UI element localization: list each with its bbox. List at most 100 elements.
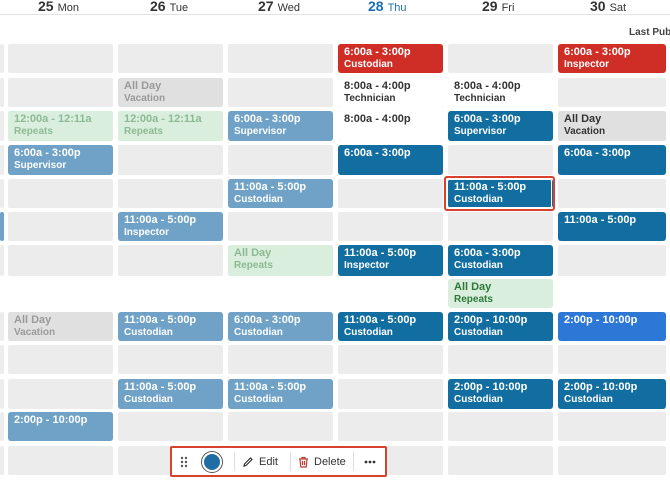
shift-card[interactable]: All Day Vacation bbox=[8, 312, 113, 341]
selected-shift-card[interactable]: 11:00a - 5:00p Custodian bbox=[448, 179, 553, 208]
empty-slot[interactable] bbox=[228, 412, 333, 441]
shift-card[interactable]: All Day Repeats bbox=[448, 279, 553, 308]
shift-card[interactable]: 11:00a - 5:00p Custodian bbox=[228, 179, 333, 208]
shift-card[interactable]: 2:00p - 10:00p Custodian bbox=[558, 379, 666, 409]
day-weekday: Fri bbox=[501, 2, 515, 14]
shift-card[interactable]: 11:00a - 5:00p Custodian bbox=[228, 379, 333, 409]
shift-card[interactable]: 11:00a - 5:00p Custodian bbox=[118, 379, 223, 409]
drag-handle-icon[interactable] bbox=[180, 448, 190, 475]
delete-button[interactable]: Delete bbox=[298, 448, 346, 475]
last-published-label: Last Publ bbox=[629, 27, 670, 38]
empty-slot[interactable] bbox=[228, 145, 333, 175]
empty-slot[interactable] bbox=[338, 212, 443, 241]
shift-card[interactable]: All Day Vacation bbox=[558, 111, 666, 141]
empty-slot[interactable] bbox=[118, 345, 223, 374]
shift-card[interactable]: All Day Repeats bbox=[228, 245, 333, 276]
empty-slot[interactable] bbox=[448, 145, 553, 175]
empty-slot[interactable] bbox=[0, 379, 4, 409]
shift-card[interactable]: 2:00p - 10:00p Custodian bbox=[448, 379, 553, 409]
empty-slot[interactable] bbox=[448, 412, 553, 441]
day-header-sat[interactable]: 30 Sat bbox=[590, 0, 626, 14]
empty-slot[interactable] bbox=[0, 412, 4, 441]
shift-card[interactable]: 8:00a - 4:00p bbox=[338, 111, 443, 141]
shift-card[interactable]: 6:00a - 3:00p bbox=[558, 145, 666, 175]
empty-slot[interactable] bbox=[558, 446, 666, 475]
shift-card[interactable]: 2:00p - 10:00p Custodian bbox=[448, 312, 553, 341]
empty-slot[interactable] bbox=[0, 78, 4, 107]
empty-slot[interactable] bbox=[228, 345, 333, 374]
shift-card[interactable]: 11:00a - 5:00p Inspector bbox=[338, 245, 443, 276]
empty-slot[interactable] bbox=[118, 145, 223, 175]
empty-slot[interactable] bbox=[0, 345, 4, 374]
shift-card[interactable]: 12:00a - 12:11a Repeats bbox=[8, 111, 113, 141]
empty-slot[interactable] bbox=[8, 179, 113, 208]
shift-card[interactable]: 6:00a - 3:00p bbox=[338, 145, 443, 175]
empty-slot[interactable] bbox=[0, 44, 4, 73]
empty-slot[interactable] bbox=[448, 446, 553, 475]
empty-slot[interactable] bbox=[118, 44, 223, 73]
empty-slot[interactable] bbox=[338, 379, 443, 409]
more-options-icon[interactable] bbox=[364, 448, 376, 475]
empty-slot[interactable] bbox=[338, 345, 443, 374]
empty-slot[interactable] bbox=[338, 179, 443, 208]
empty-slot[interactable] bbox=[8, 212, 113, 241]
shift-card[interactable]: 2:00p - 10:00p bbox=[558, 312, 666, 341]
empty-slot[interactable] bbox=[338, 412, 443, 441]
empty-slot[interactable] bbox=[448, 44, 553, 73]
day-weekday: Thu bbox=[387, 2, 407, 14]
day-header-fri[interactable]: 29 Fri bbox=[482, 0, 515, 14]
shift-time: 2:00p - 10:00p bbox=[14, 414, 88, 426]
empty-slot[interactable] bbox=[8, 345, 113, 374]
day-header-wed[interactable]: 27 Wed bbox=[258, 0, 300, 14]
empty-slot[interactable] bbox=[558, 412, 666, 441]
shift-card[interactable] bbox=[0, 212, 4, 241]
empty-slot[interactable] bbox=[558, 179, 666, 208]
empty-slot[interactable] bbox=[8, 379, 113, 409]
edit-button[interactable]: Edit bbox=[242, 448, 278, 475]
empty-slot[interactable] bbox=[0, 145, 4, 175]
shift-time: 11:00a - 5:00p bbox=[234, 381, 307, 393]
empty-slot[interactable] bbox=[448, 345, 553, 374]
shift-card[interactable]: 11:00a - 5:00p bbox=[558, 212, 666, 241]
shift-card[interactable]: 11:00a - 5:00p Custodian bbox=[118, 312, 223, 341]
empty-slot[interactable] bbox=[0, 111, 4, 141]
shift-color-picker-button[interactable] bbox=[202, 448, 224, 475]
shift-card[interactable]: 11:00a - 5:00p Inspector bbox=[118, 212, 223, 241]
empty-slot[interactable] bbox=[8, 245, 113, 276]
empty-slot[interactable] bbox=[0, 446, 4, 475]
shift-card[interactable]: 8:00a - 4:00p Technician bbox=[448, 78, 553, 107]
shift-card[interactable]: 6:00a - 3:00p Inspector bbox=[558, 44, 666, 73]
shift-card[interactable]: 6:00a - 3:00p Custodian bbox=[228, 312, 333, 341]
empty-slot[interactable] bbox=[8, 44, 113, 73]
shift-card[interactable]: 6:00a - 3:00p Supervisor bbox=[228, 111, 333, 141]
empty-slot[interactable] bbox=[118, 412, 223, 441]
empty-slot[interactable] bbox=[558, 345, 666, 374]
shift-card[interactable]: 2:00p - 10:00p bbox=[8, 412, 113, 441]
empty-slot[interactable] bbox=[8, 78, 113, 107]
day-header-tue[interactable]: 26 Tue bbox=[150, 0, 188, 14]
shift-card[interactable]: 11:00a - 5:00p Custodian bbox=[338, 312, 443, 341]
empty-slot[interactable] bbox=[118, 179, 223, 208]
empty-slot[interactable] bbox=[228, 78, 333, 107]
empty-slot[interactable] bbox=[0, 312, 4, 341]
empty-slot[interactable] bbox=[448, 212, 553, 241]
empty-slot[interactable] bbox=[228, 212, 333, 241]
shift-card[interactable]: All Day Vacation bbox=[118, 78, 223, 107]
empty-slot[interactable] bbox=[0, 245, 4, 276]
empty-slot[interactable] bbox=[0, 179, 4, 208]
empty-slot[interactable] bbox=[228, 44, 333, 73]
shift-time: 11:00a - 5:00p bbox=[234, 181, 307, 193]
shift-card[interactable]: 6:00a - 3:00p Supervisor bbox=[8, 145, 113, 175]
shift-card[interactable]: 8:00a - 4:00p Technician bbox=[338, 78, 443, 107]
empty-slot[interactable] bbox=[118, 245, 223, 276]
day-header-thu[interactable]: 28 Thu bbox=[368, 0, 407, 14]
day-header-mon[interactable]: 25 Mon bbox=[38, 0, 79, 14]
empty-slot[interactable] bbox=[8, 446, 113, 475]
shift-card[interactable]: 12:00a - 12:11a Repeats bbox=[118, 111, 223, 141]
empty-slot[interactable] bbox=[558, 245, 666, 276]
shift-card[interactable]: 6:00a - 3:00p Supervisor bbox=[448, 111, 553, 141]
empty-slot[interactable] bbox=[558, 78, 666, 107]
shift-card[interactable]: 6:00a - 3:00p Custodian bbox=[338, 44, 443, 73]
shift-card[interactable]: 6:00a - 3:00p Custodian bbox=[448, 245, 553, 276]
shift-time: 8:00a - 4:00p bbox=[344, 113, 411, 125]
